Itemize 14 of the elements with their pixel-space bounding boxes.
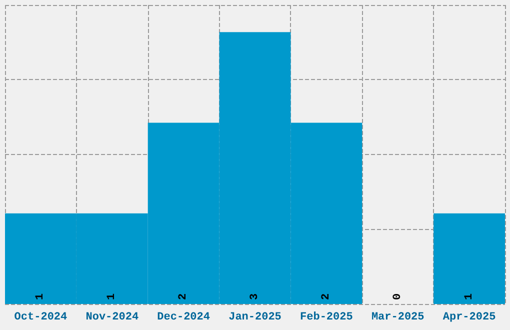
data-label: 2 bbox=[178, 293, 190, 300]
x-tick-label: Nov-2024 bbox=[86, 312, 139, 324]
data-label: 1 bbox=[34, 293, 47, 300]
x-tick-label: Feb-2025 bbox=[300, 312, 354, 324]
x-tick-label: Apr-2025 bbox=[442, 312, 496, 324]
data-label: 2 bbox=[320, 293, 332, 300]
data-label: 0 bbox=[392, 293, 404, 300]
x-tick-label: Jan-2025 bbox=[228, 312, 282, 324]
data-label: 1 bbox=[106, 293, 118, 300]
data-label: 1 bbox=[463, 293, 476, 300]
x-tick-label: Oct-2024 bbox=[14, 312, 68, 324]
x-tick-label: Dec-2024 bbox=[157, 312, 210, 324]
data-label: 3 bbox=[249, 293, 261, 300]
x-tick-label: Mar-2025 bbox=[371, 312, 425, 324]
